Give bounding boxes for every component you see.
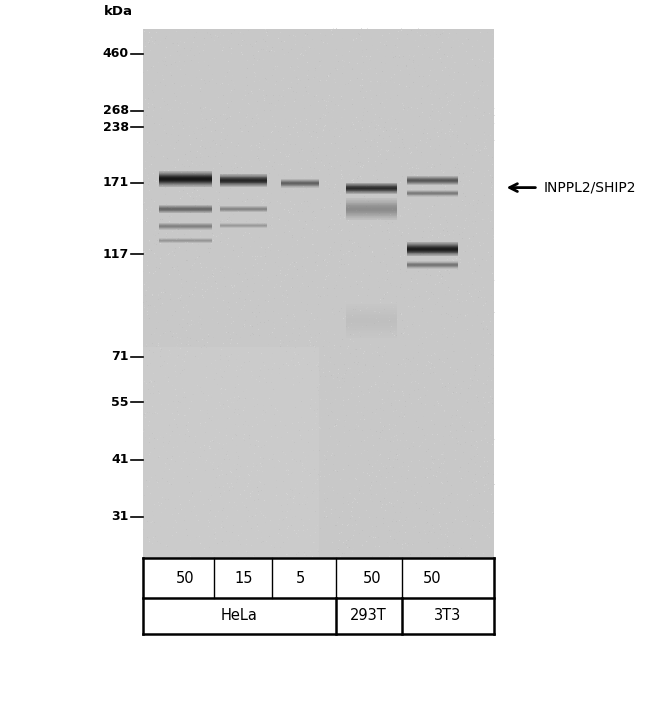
Bar bbox=[346, 307, 397, 308]
Text: 50: 50 bbox=[423, 571, 441, 586]
Bar bbox=[346, 216, 397, 217]
Bar bbox=[346, 217, 397, 218]
Bar bbox=[346, 208, 397, 209]
Bar bbox=[346, 201, 397, 202]
Bar bbox=[346, 211, 397, 212]
Text: INPPL2/SHIP2: INPPL2/SHIP2 bbox=[543, 180, 636, 195]
Text: 50: 50 bbox=[176, 571, 194, 586]
Bar bbox=[346, 210, 397, 211]
Bar bbox=[346, 329, 397, 330]
Text: 50: 50 bbox=[363, 571, 381, 586]
Bar bbox=[143, 29, 494, 558]
Bar bbox=[346, 202, 397, 203]
Bar bbox=[346, 319, 397, 321]
Bar bbox=[346, 324, 397, 325]
Bar bbox=[346, 316, 397, 317]
Text: 293T: 293T bbox=[350, 609, 386, 623]
Bar bbox=[346, 334, 397, 336]
Bar bbox=[346, 204, 397, 205]
Bar bbox=[346, 212, 397, 213]
Text: 268: 268 bbox=[103, 105, 129, 117]
Bar bbox=[346, 337, 397, 338]
Bar bbox=[346, 215, 397, 216]
Text: 55: 55 bbox=[111, 396, 129, 409]
Bar bbox=[346, 198, 397, 199]
Bar bbox=[346, 323, 397, 324]
Bar bbox=[346, 321, 397, 322]
Bar bbox=[346, 325, 397, 326]
Bar bbox=[346, 206, 397, 207]
Text: HeLa: HeLa bbox=[221, 609, 257, 623]
Bar bbox=[346, 317, 397, 319]
Bar bbox=[346, 199, 397, 200]
Bar bbox=[346, 200, 397, 201]
Text: 5: 5 bbox=[296, 571, 305, 586]
Bar bbox=[346, 205, 397, 206]
Bar bbox=[346, 214, 397, 215]
Text: kDa: kDa bbox=[104, 5, 133, 18]
Bar bbox=[346, 218, 397, 219]
Bar bbox=[346, 209, 397, 210]
Text: 117: 117 bbox=[103, 248, 129, 261]
Text: 71: 71 bbox=[111, 350, 129, 363]
Bar bbox=[346, 203, 397, 204]
Text: 3T3: 3T3 bbox=[434, 609, 461, 623]
Bar bbox=[346, 207, 397, 208]
Bar bbox=[346, 308, 397, 309]
Text: 171: 171 bbox=[103, 176, 129, 189]
Bar bbox=[346, 322, 397, 323]
Text: 238: 238 bbox=[103, 121, 129, 134]
Bar bbox=[346, 330, 397, 331]
Bar bbox=[346, 305, 397, 306]
Bar bbox=[346, 304, 397, 305]
Text: 15: 15 bbox=[235, 571, 253, 586]
Bar bbox=[346, 313, 397, 314]
Bar bbox=[346, 311, 397, 313]
Bar bbox=[346, 336, 397, 337]
Bar bbox=[346, 315, 397, 316]
Bar bbox=[346, 306, 397, 307]
Bar bbox=[346, 219, 397, 220]
Bar bbox=[143, 347, 318, 558]
Text: 460: 460 bbox=[103, 47, 129, 60]
Bar bbox=[346, 331, 397, 332]
Bar bbox=[346, 328, 397, 329]
Bar bbox=[346, 332, 397, 334]
Text: 31: 31 bbox=[111, 511, 129, 523]
Text: 41: 41 bbox=[111, 453, 129, 466]
Bar bbox=[346, 326, 397, 328]
Bar bbox=[346, 314, 397, 315]
Bar bbox=[346, 309, 397, 311]
Bar bbox=[346, 213, 397, 214]
